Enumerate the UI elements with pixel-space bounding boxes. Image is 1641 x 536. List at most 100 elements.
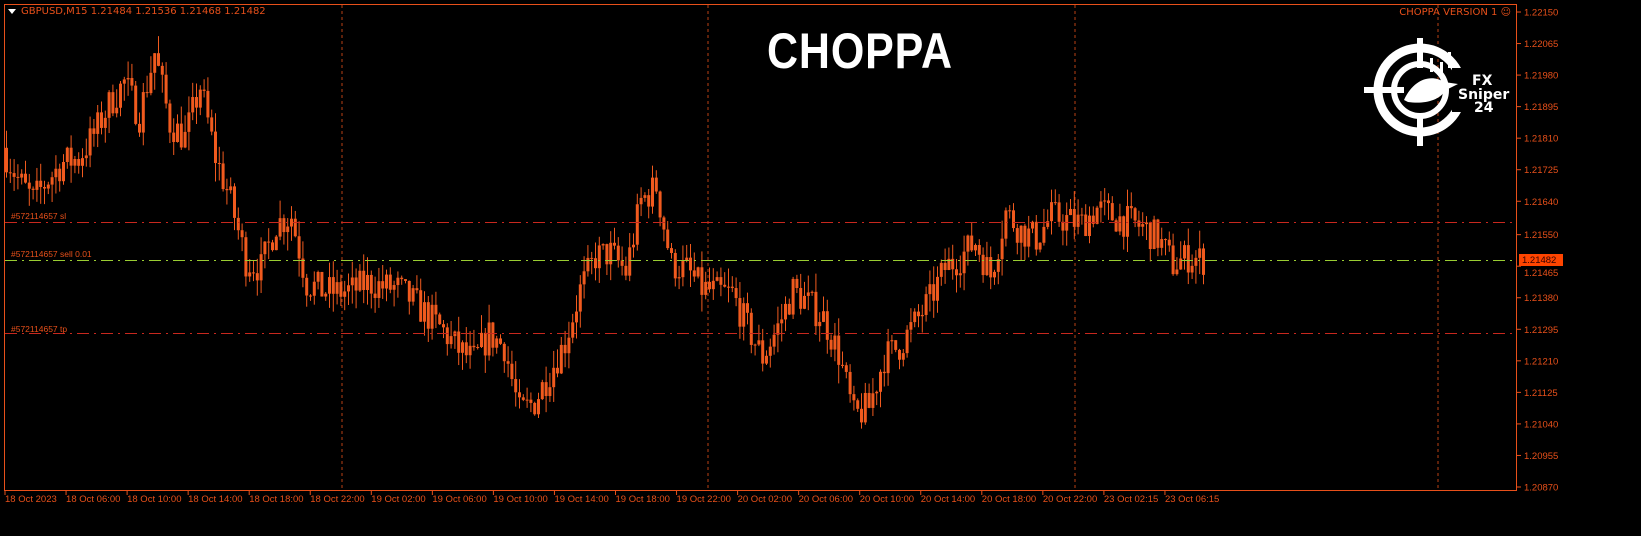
candle-body xyxy=(202,89,206,91)
candle-body xyxy=(233,186,236,218)
candle-body xyxy=(734,288,738,299)
candle-body xyxy=(130,78,134,86)
candle-body xyxy=(400,277,404,280)
candle-body xyxy=(278,218,282,237)
candle-body xyxy=(670,248,673,253)
candle-body xyxy=(898,349,901,360)
candle-body xyxy=(825,311,829,340)
candle-body xyxy=(784,303,787,320)
candle-body xyxy=(1095,207,1099,224)
candle-body xyxy=(43,186,46,189)
candle-body xyxy=(628,247,632,276)
dropdown-triangle-icon[interactable] xyxy=(8,8,16,14)
candle-body xyxy=(875,391,879,394)
time-tick-label: 23 Oct 02:15 xyxy=(1104,494,1158,505)
candle-body xyxy=(753,344,757,346)
candle-body xyxy=(613,242,616,246)
candle-body xyxy=(658,191,662,218)
candle-body xyxy=(1190,265,1194,273)
candle-body xyxy=(700,267,704,295)
order-lines[interactable]: #572114657 sl #572114657 sell 0.01 #5721… xyxy=(5,211,1516,334)
candle-body xyxy=(533,402,537,415)
candle-body xyxy=(609,242,613,265)
time-tick-label: 19 Oct 22:00 xyxy=(677,494,731,505)
time-axis[interactable]: 18 Oct 2023 18 Oct 06:00 18 Oct 10:00 18 Oc… xyxy=(4,491,1219,505)
symbol-info[interactable]: GBPUSD,M15 1.21484 1.21536 1.21468 1.214… xyxy=(8,6,266,17)
candle-body xyxy=(920,314,924,317)
candle-body xyxy=(35,180,39,190)
candle-body xyxy=(666,229,670,249)
entry-label: #572114657 sell 0.01 xyxy=(11,249,92,259)
candle-body xyxy=(369,274,373,294)
time-tick-label: 19 Oct 06:00 xyxy=(432,494,486,505)
price-tick-label: 1.21810 xyxy=(1524,134,1558,145)
candle-body xyxy=(974,245,977,251)
candle-body xyxy=(1148,222,1152,250)
candle-body xyxy=(909,322,913,330)
candle-body xyxy=(1038,242,1042,250)
candle-body xyxy=(647,195,651,207)
price-axis[interactable]: 1.22150 1.22065 1.21980 1.21895 1.21810 1.217… xyxy=(1517,8,1558,494)
candle-body xyxy=(1000,238,1004,260)
candle-body xyxy=(92,128,96,134)
chart-frame xyxy=(4,4,1517,491)
candle-body xyxy=(248,272,252,277)
candle-body xyxy=(1042,226,1046,243)
candle-body xyxy=(1183,245,1186,259)
candle-body xyxy=(514,379,518,393)
candle-body xyxy=(730,286,734,289)
candle-body xyxy=(172,132,176,142)
candle-body xyxy=(236,217,240,231)
candle-body xyxy=(1114,220,1118,232)
candle-body xyxy=(324,293,328,297)
candle-body xyxy=(388,274,392,290)
candle-body xyxy=(88,128,92,156)
candle-body xyxy=(597,245,601,269)
candle-body xyxy=(1053,202,1057,204)
candle-body xyxy=(818,321,822,327)
candle-body xyxy=(385,274,388,289)
candle-body xyxy=(924,294,928,315)
current-price-label: 1.21482 xyxy=(1522,255,1556,266)
candle-body xyxy=(354,277,358,291)
candle-body xyxy=(187,112,191,132)
candle-body xyxy=(343,291,347,297)
candle-body xyxy=(449,336,453,345)
candle-body xyxy=(191,97,195,113)
candle-body xyxy=(309,295,312,297)
candle-body xyxy=(1015,228,1019,243)
candle-body xyxy=(164,74,168,104)
candle-body xyxy=(1050,202,1053,222)
candle-body xyxy=(639,197,643,205)
candle-body xyxy=(955,269,958,276)
candle-body xyxy=(966,235,970,252)
candle-body xyxy=(407,280,411,302)
candle-body xyxy=(426,302,430,329)
candle-body xyxy=(126,78,130,80)
candle-body xyxy=(392,285,396,290)
candle-body xyxy=(282,218,286,233)
candle-body xyxy=(970,235,974,251)
candle-body xyxy=(495,338,499,348)
logo-fx: FX xyxy=(1472,73,1493,89)
candle-body xyxy=(985,257,989,276)
candle-body xyxy=(879,371,882,392)
candle-body xyxy=(122,79,126,84)
candle-body xyxy=(837,335,841,365)
candle-body xyxy=(692,270,696,277)
candle-body xyxy=(981,254,985,276)
candle-body xyxy=(411,288,415,302)
candle-body xyxy=(727,286,730,288)
candle-body xyxy=(221,163,225,190)
candle-body xyxy=(259,254,263,281)
candle-body xyxy=(31,188,35,190)
candle-body xyxy=(350,277,354,286)
candle-body xyxy=(1145,222,1148,225)
symbol-ohlc: GBPUSD,M15 1.21484 1.21536 1.21468 1.214… xyxy=(21,6,266,17)
candle-body xyxy=(1088,215,1091,237)
candle-body xyxy=(1080,214,1084,216)
candle-body xyxy=(518,392,521,398)
candle-body xyxy=(362,270,366,291)
candle-body xyxy=(559,344,563,374)
